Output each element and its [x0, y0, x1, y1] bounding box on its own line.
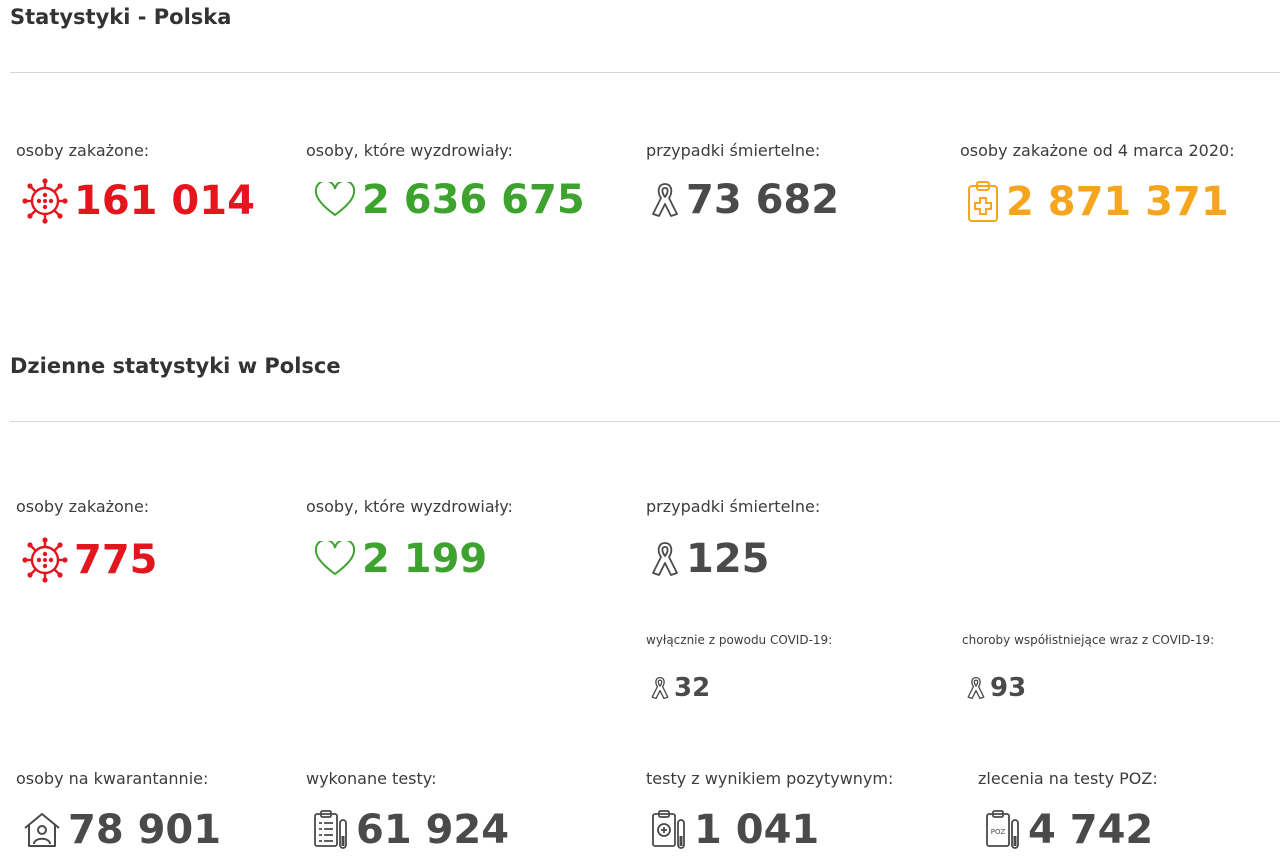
- stat-value: 1 041: [694, 807, 820, 853]
- stat-label: testy z wynikiem pozytywnym:: [646, 769, 894, 788]
- section-divider: [10, 72, 1280, 73]
- stat-label: osoby, które wyzdrowiały:: [306, 141, 513, 160]
- ribbon-icon: [966, 675, 986, 701]
- stat-value: 2 871 371: [1006, 179, 1229, 225]
- stat-label: osoby zakażone:: [16, 141, 150, 160]
- stat-label: osoby zakażone od 4 marca 2020:: [960, 141, 1235, 160]
- section-divider: [10, 421, 1280, 422]
- stat-poz-orders: zlecenia na testy POZ: POZ 4 742: [978, 768, 1158, 852]
- stat-deaths-total: przypadki śmiertelne: 73 682: [646, 140, 839, 222]
- stat-value: 32: [674, 673, 711, 703]
- house-person-icon: [22, 811, 62, 849]
- virus-icon: [22, 537, 68, 583]
- ribbon-icon: [650, 675, 670, 701]
- section-title-total: Statystyki - Polska: [10, 5, 232, 29]
- svg-text:POZ: POZ: [991, 828, 1006, 836]
- clipboard-cross-icon: [966, 180, 1000, 224]
- stat-value: 2 636 675: [362, 177, 585, 223]
- section-title-daily: Dzienne statystyki w Polsce: [10, 354, 341, 378]
- poz-test-icon: POZ: [984, 808, 1022, 852]
- test-positive-icon: [650, 808, 688, 852]
- test-clipboard-icon: [312, 808, 350, 852]
- stat-value: 125: [686, 536, 770, 582]
- stat-label: przypadki śmiertelne:: [646, 497, 821, 516]
- stat-value: 4 742: [1028, 807, 1154, 853]
- stat-recovered-total: osoby, które wyzdrowiały: 2 636 675: [306, 140, 585, 222]
- stat-label: choroby współistniejące wraz z COVID-19:: [962, 633, 1215, 647]
- stat-tests: wykonane testy: 61 924: [306, 768, 509, 852]
- stat-infected-daily: osoby zakażone: 775: [16, 496, 158, 583]
- heart-icon: [314, 541, 356, 577]
- stat-value: 775: [74, 537, 158, 583]
- virus-icon: [22, 178, 68, 224]
- stat-deaths-comorbid: choroby współistniejące wraz z COVID-19:…: [962, 632, 1214, 703]
- stat-value: 93: [990, 673, 1027, 703]
- heart-icon: [314, 182, 356, 218]
- stat-value: 61 924: [356, 807, 510, 853]
- stat-value: 78 901: [68, 807, 222, 853]
- ribbon-icon: [650, 180, 680, 220]
- stat-infected-total: osoby zakażone: 161 014: [16, 140, 255, 224]
- stat-label: wykonane testy:: [306, 769, 437, 788]
- stat-quarantine: osoby na kwarantannie: 78 901: [16, 768, 221, 852]
- ribbon-icon: [650, 539, 680, 579]
- stat-infected-since-march: osoby zakażone od 4 marca 2020: 2 871 37…: [960, 140, 1260, 224]
- stat-label: osoby zakażone:: [16, 497, 150, 516]
- stat-label: osoby na kwarantannie:: [16, 769, 209, 788]
- stat-label: wyłącznie z powodu COVID-19:: [646, 633, 833, 647]
- stat-value: 161 014: [74, 178, 255, 224]
- stat-positive-tests: testy z wynikiem pozytywnym: 1 041: [646, 768, 893, 852]
- stat-label: przypadki śmiertelne:: [646, 141, 821, 160]
- stat-deaths-daily: przypadki śmiertelne: 125: [646, 496, 820, 581]
- stat-recovered-daily: osoby, które wyzdrowiały: 2 199: [306, 496, 513, 581]
- stat-value: 2 199: [362, 536, 488, 582]
- stat-value: 73 682: [686, 177, 840, 223]
- stat-label: osoby, które wyzdrowiały:: [306, 497, 513, 516]
- stat-label: zlecenia na testy POZ:: [978, 769, 1158, 788]
- stat-deaths-covid-only: wyłącznie z powodu COVID-19: 32: [646, 632, 832, 703]
